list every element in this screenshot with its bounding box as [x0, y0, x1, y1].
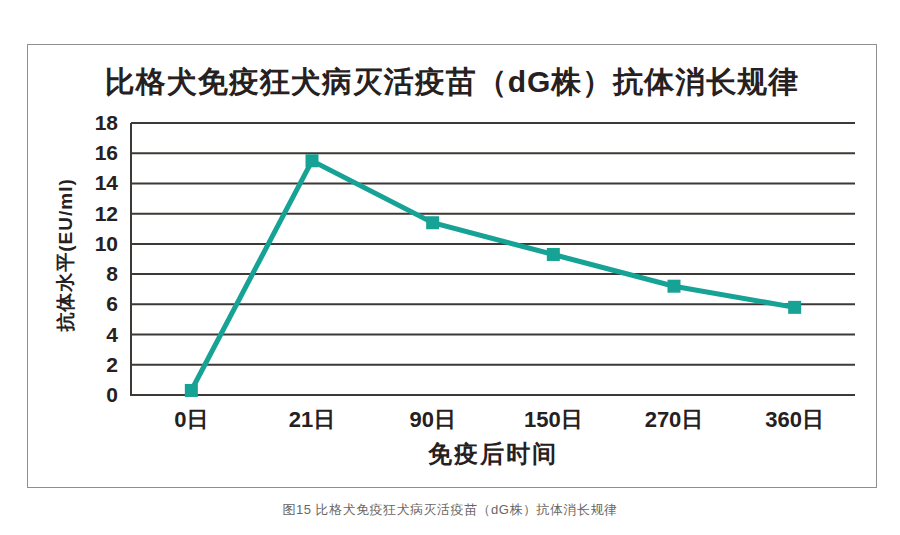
- y-tick-label: 4: [106, 323, 118, 346]
- data-point-marker: [668, 280, 681, 293]
- y-axis-title: 抗体水平(EU/ml): [53, 178, 79, 332]
- data-point-marker: [788, 301, 801, 314]
- y-tick-label: 18: [95, 111, 119, 134]
- y-tick-label: 12: [95, 202, 118, 225]
- y-tick-label: 14: [95, 171, 119, 194]
- data-point-marker: [306, 154, 319, 167]
- y-tick-label: 0: [106, 383, 118, 406]
- y-tick-label: 16: [95, 141, 118, 164]
- data-point-marker: [185, 384, 198, 397]
- y-tick-label: 6: [106, 292, 118, 315]
- x-tick-label: 21日: [289, 407, 335, 432]
- series-line: [191, 161, 794, 391]
- data-point-marker: [426, 216, 439, 229]
- y-tick-label: 2: [106, 353, 118, 376]
- x-axis-title: 免疫后时间: [131, 438, 855, 470]
- figure-caption: 图15 比格犬免疫狂犬病灭活疫苗（dG株）抗体消长规律: [0, 501, 900, 519]
- data-point-marker: [547, 248, 560, 261]
- x-tick-label: 150日: [524, 407, 583, 432]
- y-tick-label: 8: [106, 262, 118, 285]
- x-tick-label: 0日: [174, 407, 208, 432]
- x-tick-label: 90日: [409, 407, 455, 432]
- y-tick-label: 10: [95, 232, 118, 255]
- x-tick-label: 270日: [645, 407, 704, 432]
- x-tick-label: 360日: [765, 407, 824, 432]
